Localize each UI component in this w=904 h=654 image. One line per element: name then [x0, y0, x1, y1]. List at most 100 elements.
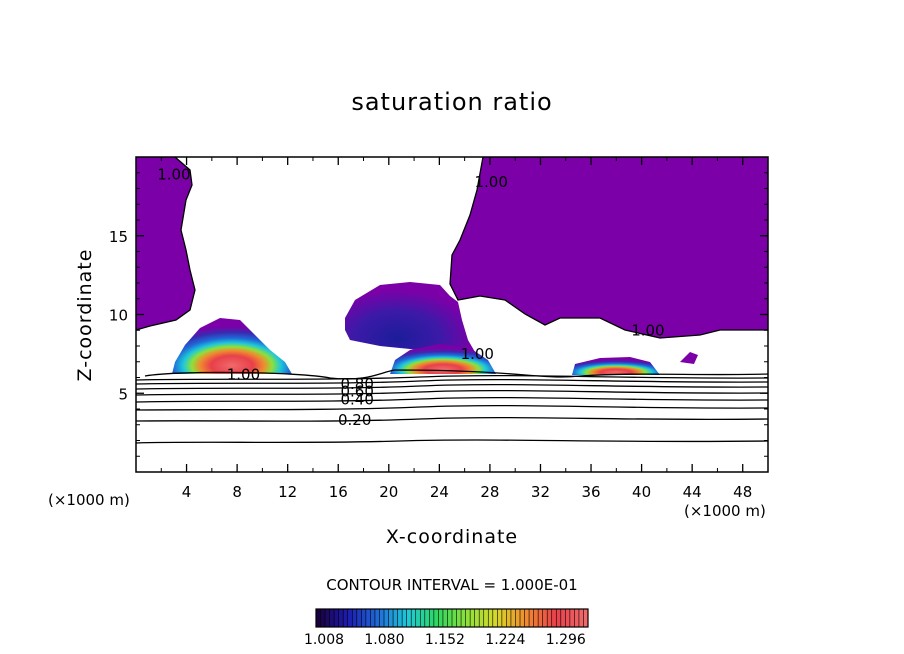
- colorbar-swatch: [352, 609, 358, 627]
- colorbar-swatch: [384, 609, 390, 627]
- colorbar-tick-label: 1.224: [485, 632, 525, 648]
- colorbar-tick-label: 1.296: [546, 632, 586, 648]
- colorbar-swatch: [406, 609, 412, 627]
- saturated-region-tongue: [345, 282, 475, 362]
- contour-interval-label: CONTOUR INTERVAL = 1.000E-01: [326, 576, 578, 594]
- saturated-region-left: [136, 157, 195, 330]
- colorbar-frame: [315, 608, 589, 628]
- colorbar-swatch: [542, 609, 548, 627]
- colorbar-swatch: [320, 609, 326, 627]
- y-tick-label: 10: [109, 307, 128, 325]
- colorbar-swatch: [365, 609, 371, 627]
- contour-line: [136, 416, 768, 422]
- contour-line: [136, 396, 768, 403]
- x-tick-label: 16: [329, 483, 348, 501]
- cloud-core-left: [172, 318, 292, 374]
- colorbar-swatch: [578, 609, 584, 627]
- x-tick-label: 36: [581, 483, 600, 501]
- colorbar-swatch: [438, 609, 444, 627]
- colorbar-swatch: [461, 609, 467, 627]
- colorbar-swatch: [488, 609, 494, 627]
- y-tick-label: 15: [109, 228, 128, 246]
- colorbar-swatch: [338, 609, 344, 627]
- colorbar-swatch: [456, 609, 462, 627]
- colorbar: 1.008 1.080 1.152 1.224 1.296: [304, 608, 589, 648]
- contour-line: [136, 378, 768, 385]
- colorbar-swatch: [524, 609, 530, 627]
- colorbar-swatch: [551, 609, 557, 627]
- colorbar-swatch: [411, 609, 417, 627]
- colorbar-swatch: [325, 609, 331, 627]
- colorbar-swatch: [356, 609, 362, 627]
- x-tick-label: 20: [379, 483, 398, 501]
- colorbar-swatch: [492, 609, 498, 627]
- x-tick-label: 44: [683, 483, 702, 501]
- colorbar-swatch: [347, 609, 353, 627]
- colorbar-swatch: [470, 609, 476, 627]
- colorbar-swatch: [343, 609, 349, 627]
- colorbar-tick-label: 1.152: [425, 632, 465, 648]
- colorbar-swatch: [447, 609, 453, 627]
- contour-line: [136, 439, 768, 444]
- colorbar-swatch: [501, 609, 507, 627]
- colorbar-tick-label: 1.008: [304, 632, 344, 648]
- contour-line: [144, 369, 768, 380]
- colorbar-swatch: [583, 609, 589, 627]
- contour-label: 1.00: [461, 345, 494, 363]
- cloud-core-center: [390, 344, 496, 374]
- colorbar-swatch: [397, 609, 403, 627]
- colorbar-swatch: [538, 609, 544, 627]
- x-tick-label: 4: [182, 483, 192, 501]
- colorbar-swatch: [547, 609, 553, 627]
- saturated-region-right: [450, 157, 768, 338]
- colorbar-swatch: [515, 609, 521, 627]
- contour-line: [449, 157, 768, 339]
- colorbar-swatch: [510, 609, 516, 627]
- colorbar-swatch: [329, 609, 335, 627]
- x-tick-label: 32: [531, 483, 550, 501]
- colorbar-swatch: [465, 609, 471, 627]
- colorbar-swatch: [479, 609, 485, 627]
- saturated-spot-small: [680, 352, 698, 364]
- x-tick-label: 40: [632, 483, 651, 501]
- colorbar-swatch: [497, 609, 503, 627]
- colorbar-swatch: [529, 609, 535, 627]
- colorbar-swatch: [474, 609, 480, 627]
- contour-line: [136, 389, 768, 396]
- contour-label: 1.00: [631, 321, 664, 339]
- colorbar-swatch: [402, 609, 408, 627]
- colorbar-swatch: [574, 609, 580, 627]
- contour-label: 0.80: [340, 375, 373, 393]
- colorbar-swatch: [533, 609, 539, 627]
- colorbar-tick-label: 1.080: [364, 632, 404, 648]
- colorbar-swatch: [334, 609, 340, 627]
- contour-line: [136, 374, 768, 381]
- contour-label: 0.40: [340, 391, 373, 409]
- cloud-core-right: [572, 357, 660, 375]
- x-unit-label-right: (×1000 m): [684, 502, 766, 520]
- x-tick-label: 12: [278, 483, 297, 501]
- colorbar-swatch: [420, 609, 426, 627]
- contour-label: 1.00: [474, 173, 507, 191]
- contour-label: 0.20: [338, 411, 371, 429]
- y-tick-label: 5: [118, 385, 128, 403]
- x-tick-label: 28: [480, 483, 499, 501]
- colorbar-swatch: [442, 609, 448, 627]
- colorbar-swatch: [388, 609, 394, 627]
- colorbar-swatch: [560, 609, 566, 627]
- colorbar-swatch: [393, 609, 399, 627]
- contour-label: 0.60: [340, 383, 373, 401]
- colorbar-swatch: [429, 609, 435, 627]
- x-tick-label: 24: [430, 483, 449, 501]
- colorbar-swatch: [569, 609, 575, 627]
- colorbar-swatch: [556, 609, 562, 627]
- x-unit-label-left: (×1000 m): [48, 491, 130, 509]
- x-tick-label: 48: [733, 483, 752, 501]
- line-contours: [136, 157, 768, 444]
- colorbar-swatch: [433, 609, 439, 627]
- colorbar-swatch: [483, 609, 489, 627]
- plot-area: [136, 157, 768, 444]
- colorbar-swatch: [565, 609, 571, 627]
